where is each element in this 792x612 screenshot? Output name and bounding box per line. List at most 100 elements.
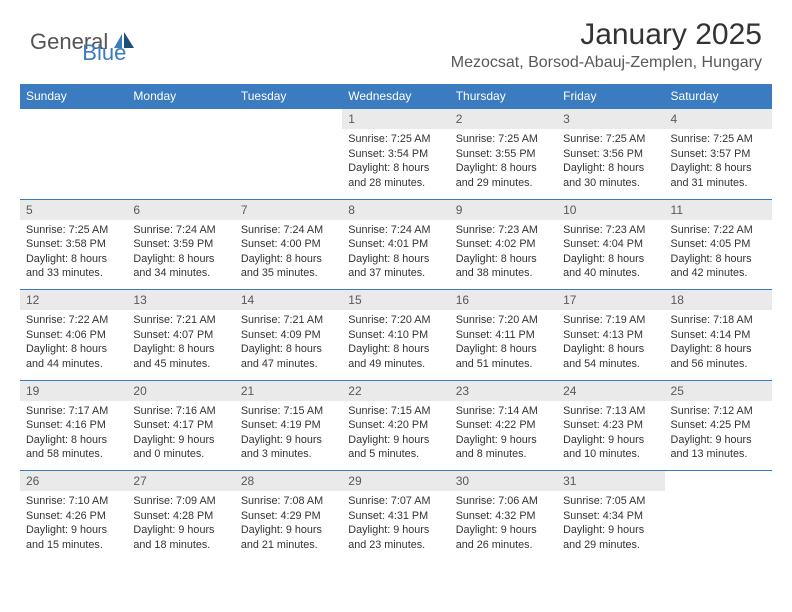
day-daylight1: Daylight: 8 hours bbox=[133, 342, 228, 357]
content-row: Sunrise: 7:22 AMSunset: 4:06 PMDaylight:… bbox=[20, 310, 772, 380]
day-content: Sunrise: 7:22 AMSunset: 4:05 PMDaylight:… bbox=[665, 220, 772, 285]
day-daylight1: Daylight: 9 hours bbox=[26, 523, 121, 538]
day-number-cell: 25 bbox=[665, 380, 772, 401]
day-content-cell: Sunrise: 7:15 AMSunset: 4:19 PMDaylight:… bbox=[235, 401, 342, 471]
day-daylight1: Daylight: 8 hours bbox=[563, 342, 658, 357]
day-sunset: Sunset: 4:09 PM bbox=[241, 328, 336, 343]
day-sunrise: Sunrise: 7:20 AM bbox=[348, 313, 443, 328]
day-number: 13 bbox=[127, 290, 234, 310]
day-number: 30 bbox=[450, 471, 557, 491]
day-number: 23 bbox=[450, 381, 557, 401]
day-daylight1: Daylight: 9 hours bbox=[456, 433, 551, 448]
day-number: 5 bbox=[20, 200, 127, 220]
day-sunrise: Sunrise: 7:08 AM bbox=[241, 494, 336, 509]
day-daylight2: and 45 minutes. bbox=[133, 357, 228, 372]
day-number bbox=[235, 109, 342, 115]
day-content-cell: Sunrise: 7:22 AMSunset: 4:06 PMDaylight:… bbox=[20, 310, 127, 380]
day-number-cell: 7 bbox=[235, 199, 342, 220]
day-content: Sunrise: 7:21 AMSunset: 4:09 PMDaylight:… bbox=[235, 310, 342, 375]
day-content: Sunrise: 7:24 AMSunset: 4:01 PMDaylight:… bbox=[342, 220, 449, 285]
day-number: 27 bbox=[127, 471, 234, 491]
day-daylight2: and 54 minutes. bbox=[563, 357, 658, 372]
day-daylight1: Daylight: 8 hours bbox=[348, 252, 443, 267]
day-daylight1: Daylight: 8 hours bbox=[26, 433, 121, 448]
day-sunrise: Sunrise: 7:25 AM bbox=[563, 132, 658, 147]
day-sunrise: Sunrise: 7:23 AM bbox=[563, 223, 658, 238]
day-number-cell: 16 bbox=[450, 290, 557, 311]
day-daylight2: and 29 minutes. bbox=[563, 538, 658, 553]
day-number-cell: 2 bbox=[450, 109, 557, 130]
day-daylight1: Daylight: 8 hours bbox=[563, 161, 658, 176]
day-sunrise: Sunrise: 7:05 AM bbox=[563, 494, 658, 509]
day-daylight1: Daylight: 8 hours bbox=[671, 342, 766, 357]
day-daylight2: and 26 minutes. bbox=[456, 538, 551, 553]
day-number: 19 bbox=[20, 381, 127, 401]
day-number: 12 bbox=[20, 290, 127, 310]
day-daylight1: Daylight: 8 hours bbox=[563, 252, 658, 267]
day-number-cell: 29 bbox=[342, 471, 449, 492]
day-number: 31 bbox=[557, 471, 664, 491]
day-sunset: Sunset: 4:02 PM bbox=[456, 237, 551, 252]
day-sunrise: Sunrise: 7:16 AM bbox=[133, 404, 228, 419]
day-sunset: Sunset: 4:28 PM bbox=[133, 509, 228, 524]
day-sunrise: Sunrise: 7:18 AM bbox=[671, 313, 766, 328]
day-content-cell: Sunrise: 7:10 AMSunset: 4:26 PMDaylight:… bbox=[20, 491, 127, 561]
day-content-cell bbox=[235, 129, 342, 199]
day-daylight2: and 29 minutes. bbox=[456, 176, 551, 191]
day-daylight1: Daylight: 8 hours bbox=[241, 252, 336, 267]
day-content-cell: Sunrise: 7:09 AMSunset: 4:28 PMDaylight:… bbox=[127, 491, 234, 561]
day-sunrise: Sunrise: 7:17 AM bbox=[26, 404, 121, 419]
day-content: Sunrise: 7:10 AMSunset: 4:26 PMDaylight:… bbox=[20, 491, 127, 556]
day-content-cell: Sunrise: 7:17 AMSunset: 4:16 PMDaylight:… bbox=[20, 401, 127, 471]
title-block: January 2025 Mezocsat, Borsod-Abauj-Zemp… bbox=[451, 18, 762, 72]
daynum-row: 262728293031 bbox=[20, 471, 772, 492]
day-number: 11 bbox=[665, 200, 772, 220]
day-number bbox=[127, 109, 234, 115]
day-number-cell: 31 bbox=[557, 471, 664, 492]
day-number: 3 bbox=[557, 109, 664, 129]
day-number bbox=[665, 471, 772, 477]
day-sunset: Sunset: 4:17 PM bbox=[133, 418, 228, 433]
day-sunrise: Sunrise: 7:20 AM bbox=[456, 313, 551, 328]
day-content: Sunrise: 7:19 AMSunset: 4:13 PMDaylight:… bbox=[557, 310, 664, 375]
content-row: Sunrise: 7:25 AMSunset: 3:58 PMDaylight:… bbox=[20, 220, 772, 290]
day-number-cell: 22 bbox=[342, 380, 449, 401]
brand-text-blue: Blue bbox=[82, 40, 126, 66]
day-content-cell: Sunrise: 7:21 AMSunset: 4:09 PMDaylight:… bbox=[235, 310, 342, 380]
day-sunrise: Sunrise: 7:24 AM bbox=[133, 223, 228, 238]
day-content-cell: Sunrise: 7:15 AMSunset: 4:20 PMDaylight:… bbox=[342, 401, 449, 471]
day-content-cell bbox=[20, 129, 127, 199]
day-sunrise: Sunrise: 7:21 AM bbox=[133, 313, 228, 328]
day-daylight2: and 28 minutes. bbox=[348, 176, 443, 191]
day-sunset: Sunset: 4:04 PM bbox=[563, 237, 658, 252]
weekday-header: Tuesday bbox=[235, 84, 342, 109]
day-sunrise: Sunrise: 7:14 AM bbox=[456, 404, 551, 419]
day-sunset: Sunset: 4:25 PM bbox=[671, 418, 766, 433]
day-content-cell bbox=[127, 129, 234, 199]
month-title: January 2025 bbox=[451, 18, 762, 52]
day-number-cell: 27 bbox=[127, 471, 234, 492]
day-sunset: Sunset: 4:19 PM bbox=[241, 418, 336, 433]
weekday-header: Friday bbox=[557, 84, 664, 109]
day-daylight1: Daylight: 8 hours bbox=[456, 252, 551, 267]
day-content: Sunrise: 7:24 AMSunset: 3:59 PMDaylight:… bbox=[127, 220, 234, 285]
day-sunrise: Sunrise: 7:12 AM bbox=[671, 404, 766, 419]
day-daylight2: and 3 minutes. bbox=[241, 447, 336, 462]
day-sunrise: Sunrise: 7:06 AM bbox=[456, 494, 551, 509]
day-daylight1: Daylight: 9 hours bbox=[348, 433, 443, 448]
day-number: 17 bbox=[557, 290, 664, 310]
day-daylight2: and 49 minutes. bbox=[348, 357, 443, 372]
day-daylight1: Daylight: 8 hours bbox=[456, 161, 551, 176]
day-daylight1: Daylight: 8 hours bbox=[671, 252, 766, 267]
day-content: Sunrise: 7:24 AMSunset: 4:00 PMDaylight:… bbox=[235, 220, 342, 285]
day-sunset: Sunset: 4:26 PM bbox=[26, 509, 121, 524]
day-content-cell: Sunrise: 7:23 AMSunset: 4:02 PMDaylight:… bbox=[450, 220, 557, 290]
day-daylight2: and 5 minutes. bbox=[348, 447, 443, 462]
weekday-header: Monday bbox=[127, 84, 234, 109]
location-text: Mezocsat, Borsod-Abauj-Zemplen, Hungary bbox=[451, 54, 762, 72]
day-number-cell: 8 bbox=[342, 199, 449, 220]
day-daylight1: Daylight: 8 hours bbox=[348, 342, 443, 357]
day-content-cell: Sunrise: 7:25 AMSunset: 3:58 PMDaylight:… bbox=[20, 220, 127, 290]
day-content: Sunrise: 7:25 AMSunset: 3:57 PMDaylight:… bbox=[665, 129, 772, 194]
day-daylight1: Daylight: 9 hours bbox=[348, 523, 443, 538]
